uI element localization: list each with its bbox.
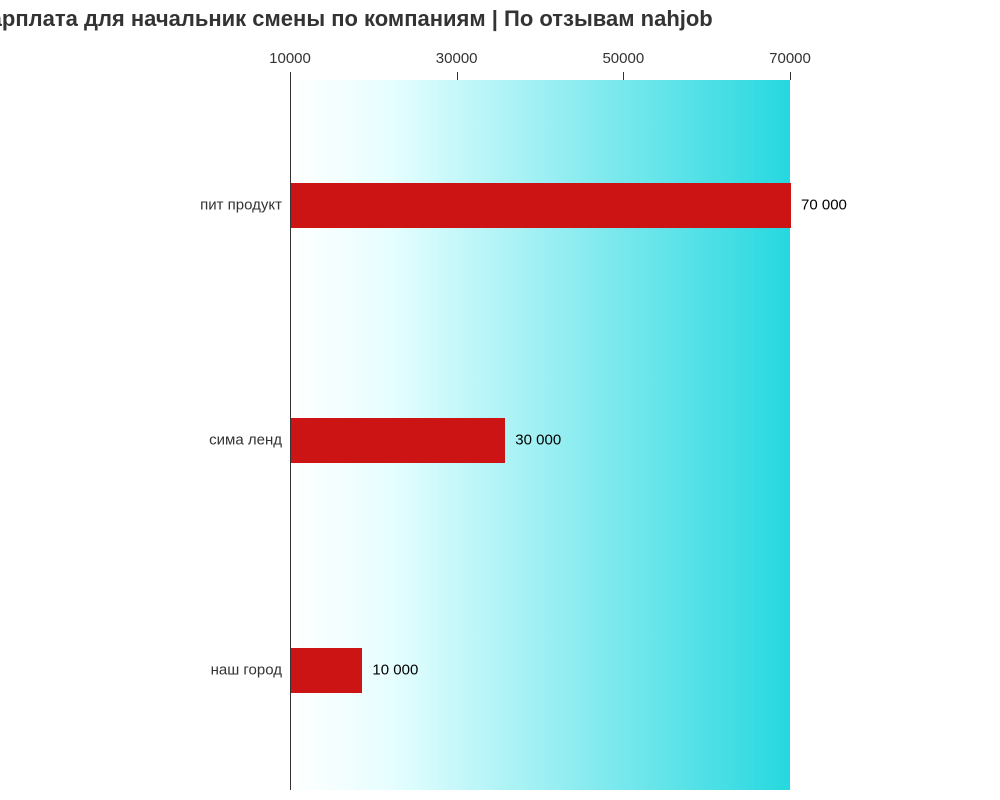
y-axis: пит продукт сима ленд наш город: [0, 80, 290, 790]
x-tick-label: 30000: [436, 50, 478, 67]
y-category-label: сима ленд: [2, 432, 282, 449]
chart-title: дняя зарплата для начальник смены по ком…: [0, 6, 1000, 32]
bar: [291, 648, 362, 693]
x-tick-mark: [790, 72, 791, 80]
x-tick-mark: [623, 72, 624, 80]
bar-value-label: 70 000: [801, 197, 847, 214]
bar: [291, 183, 791, 228]
chart-area: 10000 30000 50000 70000 пит продукт сима лен…: [0, 40, 1000, 800]
y-category-label: наш город: [2, 662, 282, 679]
x-tick-mark: [290, 72, 291, 80]
bar-value-label: 30 000: [515, 432, 561, 449]
y-category-label: пит продукт: [2, 197, 282, 214]
bar: [291, 418, 505, 463]
x-tick-mark: [457, 72, 458, 80]
x-axis: 10000300005000070000: [290, 50, 790, 80]
plot-area: 70 00030 00010 000: [290, 80, 790, 790]
x-tick-label: 10000: [269, 50, 311, 67]
x-tick-label: 70000: [769, 50, 811, 67]
bar-value-label: 10 000: [372, 662, 418, 679]
x-tick-label: 50000: [602, 50, 644, 67]
